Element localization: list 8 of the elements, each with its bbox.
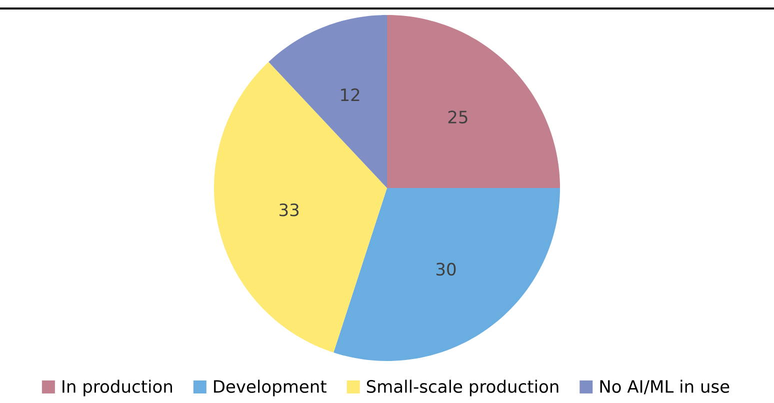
data-label: 30 bbox=[436, 262, 456, 276]
legend-label: In production bbox=[62, 380, 172, 396]
data-label: 12 bbox=[341, 88, 360, 102]
legend-label: Small-scale production bbox=[366, 380, 558, 396]
data-label: 33 bbox=[280, 203, 299, 216]
legend-label: Development bbox=[214, 380, 326, 396]
data-label: 25 bbox=[448, 110, 468, 124]
legend-label: No AI/ML in use bbox=[600, 380, 730, 394]
